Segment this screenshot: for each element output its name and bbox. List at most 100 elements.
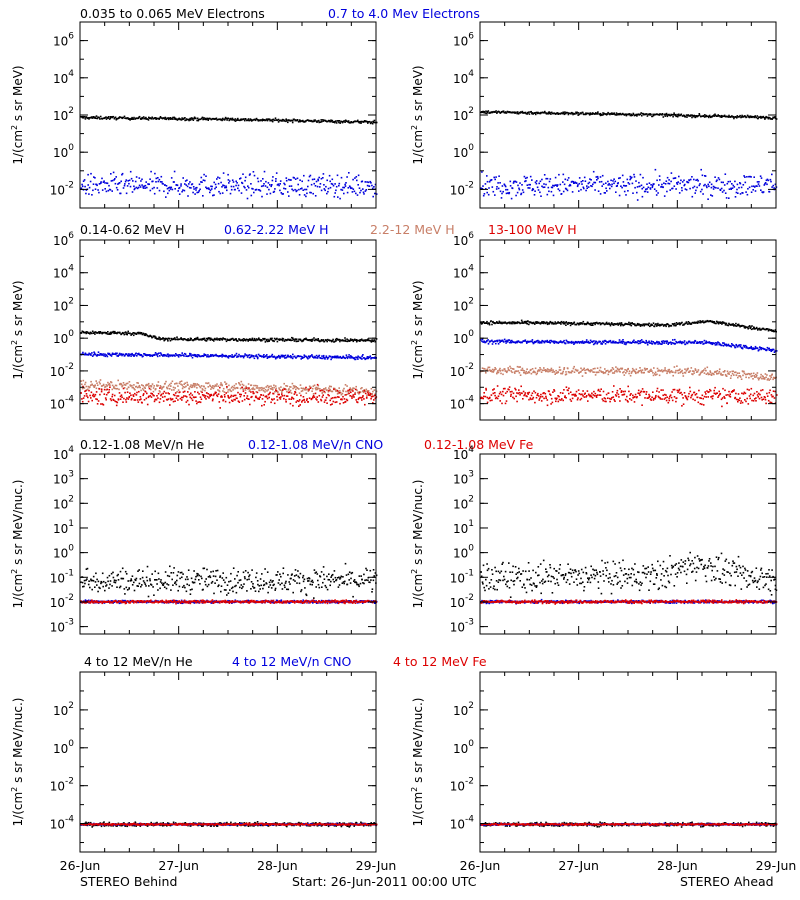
data-point — [148, 395, 150, 398]
data-point — [548, 180, 551, 183]
data-point — [690, 367, 693, 369]
data-point — [559, 340, 562, 342]
data-point — [571, 191, 574, 193]
data-point — [601, 174, 604, 177]
data-point — [566, 179, 569, 181]
data-point — [720, 181, 723, 184]
data-point — [329, 404, 332, 406]
data-point — [252, 119, 255, 121]
data-point — [253, 174, 256, 177]
data-point — [143, 386, 146, 389]
data-point — [683, 114, 686, 117]
data-point — [85, 389, 87, 392]
data-point — [534, 190, 536, 192]
data-point — [187, 338, 189, 340]
data-point — [748, 325, 751, 327]
data-point — [233, 386, 235, 389]
data-point — [498, 175, 500, 177]
data-point — [695, 189, 697, 192]
data-point — [149, 334, 151, 337]
data-point — [614, 323, 616, 325]
data-point — [114, 352, 117, 355]
data-point — [696, 115, 699, 118]
data-point — [581, 342, 583, 344]
data-point — [243, 395, 245, 397]
data-point — [741, 347, 744, 350]
data-point — [281, 120, 283, 122]
data-point — [251, 119, 254, 122]
data-point — [307, 339, 310, 342]
data-point — [213, 194, 215, 196]
data-point — [499, 182, 501, 184]
data-point — [163, 337, 165, 340]
data-point — [127, 398, 130, 400]
data-point — [137, 382, 139, 384]
data-point — [284, 339, 287, 341]
data-point — [200, 117, 203, 120]
data-point — [338, 184, 340, 187]
legend-1-1: 0.62-2.22 MeV H — [224, 222, 329, 237]
data-point — [269, 192, 272, 195]
data-point — [262, 387, 264, 390]
data-point — [362, 191, 365, 194]
data-point — [691, 195, 694, 198]
data-point — [745, 191, 747, 193]
data-point — [228, 355, 231, 357]
data-point — [618, 177, 620, 180]
data-point — [186, 185, 189, 188]
data-point — [582, 186, 585, 189]
data-point — [95, 387, 98, 390]
data-point — [507, 367, 509, 369]
data-point — [698, 342, 700, 344]
data-point — [341, 189, 344, 191]
data-point — [130, 177, 133, 180]
data-point — [204, 396, 206, 399]
data-point — [259, 396, 261, 398]
data-point — [521, 321, 523, 323]
data-point — [495, 368, 497, 370]
data-point — [591, 322, 594, 325]
data-point — [643, 371, 645, 374]
data-point — [152, 354, 155, 356]
data-point — [351, 397, 353, 399]
data-point — [106, 388, 108, 391]
data-point — [561, 341, 564, 344]
data-point — [185, 396, 188, 398]
data-point — [612, 180, 614, 182]
data-point — [327, 187, 330, 190]
data-point — [281, 393, 283, 395]
data-point — [136, 391, 138, 394]
data-point — [214, 187, 216, 190]
data-point — [575, 112, 578, 115]
data-point — [162, 385, 165, 388]
data-point — [132, 332, 134, 334]
data-point — [157, 117, 159, 120]
data-point — [297, 355, 299, 357]
data-point — [292, 119, 294, 122]
data-point — [710, 374, 713, 376]
data-point — [563, 367, 566, 369]
data-point — [132, 180, 134, 182]
data-point — [101, 354, 104, 356]
data-point — [481, 111, 484, 114]
data-point — [282, 119, 285, 121]
data-point — [636, 322, 639, 325]
data-point — [127, 180, 129, 182]
data-point — [758, 116, 760, 118]
data-point — [510, 321, 512, 324]
data-point — [705, 185, 708, 187]
data-point — [762, 115, 765, 118]
data-point — [743, 175, 745, 177]
data-point — [531, 179, 533, 181]
data-point — [329, 355, 331, 358]
data-point — [570, 371, 573, 374]
data-point — [337, 339, 339, 341]
data-point — [196, 402, 198, 405]
data-point — [337, 356, 340, 359]
data-point — [327, 120, 329, 123]
data-point — [499, 112, 502, 114]
data-point — [244, 186, 246, 189]
data-point — [193, 386, 196, 388]
data-point — [330, 339, 332, 342]
data-point — [731, 115, 733, 117]
